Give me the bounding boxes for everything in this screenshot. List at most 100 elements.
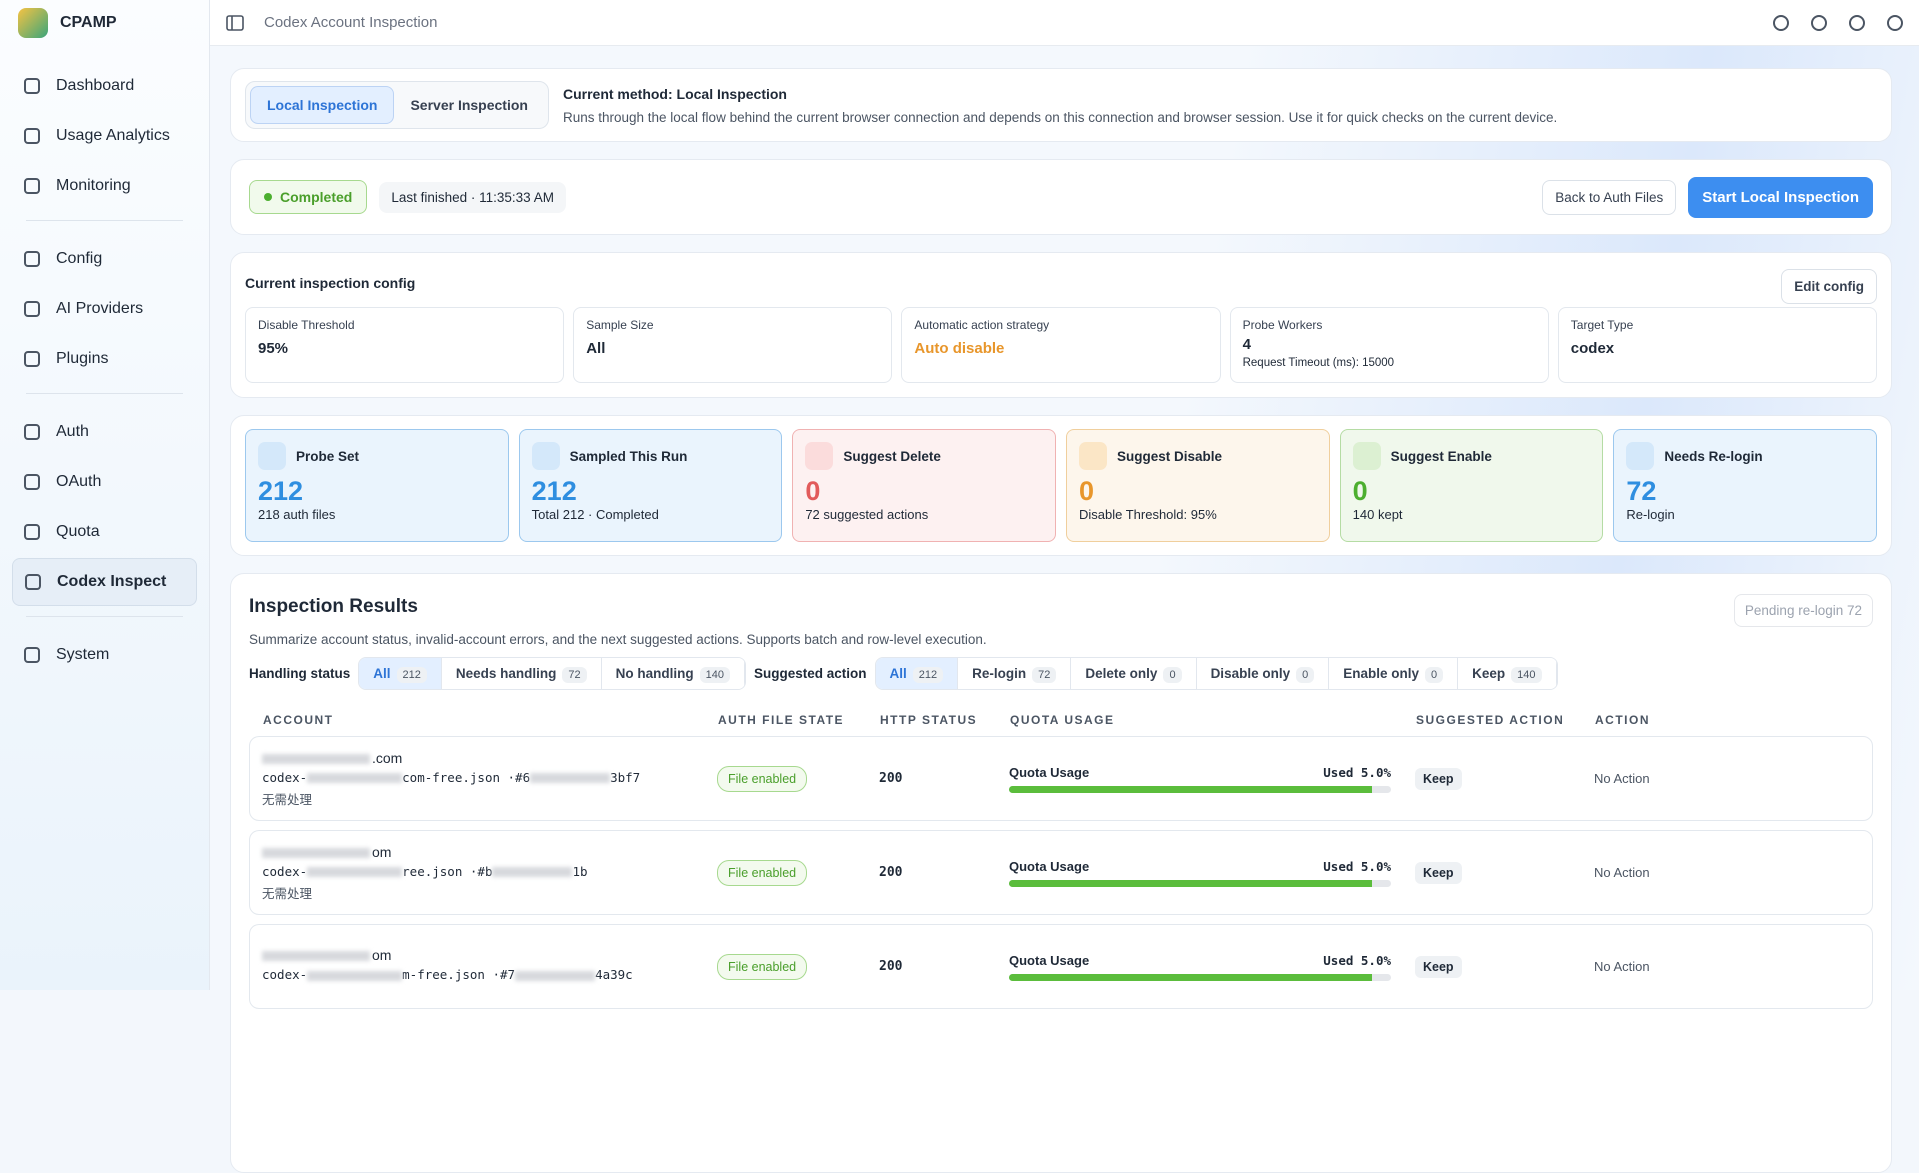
file-hash: 4a39c: [595, 967, 633, 982]
filter-option[interactable]: Delete only 0: [1071, 658, 1197, 689]
start-button[interactable]: Start Local Inspection: [1688, 176, 1873, 218]
handling-filter: All 212 Needs handling 72 No handling 140: [358, 657, 747, 690]
filter-option[interactable]: All 212: [875, 658, 959, 689]
config-label: Automatic action strategy: [914, 318, 1050, 332]
edit-config[interactable]: Edit config: [1781, 269, 1877, 304]
nav-item[interactable]: Config: [12, 235, 197, 283]
filter-option[interactable]: All 212: [359, 658, 442, 689]
filter-option[interactable]: Keep 140: [1458, 658, 1557, 689]
method-tabs: Local Inspection Server Inspection: [245, 81, 549, 129]
config-item: Sample Size All: [573, 307, 893, 383]
filter-count: 0: [1425, 667, 1444, 683]
language[interactable]: [1811, 14, 1827, 31]
last-finished: Last finished · 11:35:33 AM: [379, 181, 566, 213]
stat-head: Needs Re-login: [1626, 442, 1864, 470]
stat-value: 212: [258, 476, 304, 506]
filter-label: Needs handling: [455, 666, 557, 681]
filter-option[interactable]: Re-login 72: [958, 658, 1072, 689]
quota-label: Quota Usage: [1009, 858, 1090, 874]
account-cell: om codex-m-free.json ·#7 4a39c: [262, 947, 717, 986]
logout[interactable]: [1887, 14, 1903, 31]
table-row: om codex-ree.json ·#b 1b 无需处理 File enabled 20…: [249, 830, 1873, 915]
column-header: ACCOUNT: [263, 713, 334, 727]
nav-label: Codex Inspect: [57, 573, 167, 590]
filter-label: All: [889, 666, 907, 681]
config-item: Probe Workers 4 Request Timeout (ms): 1500…: [1229, 307, 1549, 383]
nav-icon: [24, 251, 40, 267]
row-action[interactable]: No Action: [1594, 865, 1650, 880]
config-label: Disable Threshold: [258, 318, 355, 332]
column-header: HTTP STATUS: [880, 713, 978, 727]
refresh[interactable]: [1773, 14, 1789, 31]
nav-item[interactable]: Plugins: [12, 335, 197, 383]
file-suffix: ree.json ·: [402, 863, 478, 879]
stat-card: Suggest Disable 0 Disable Threshold: 95%: [1065, 429, 1330, 542]
nav-item[interactable]: Auth: [12, 408, 197, 456]
nav-label: Usage Analytics: [56, 127, 170, 144]
stat-title: Probe Set: [296, 448, 360, 464]
row-action[interactable]: No Action: [1594, 771, 1650, 786]
filter-count: 212: [912, 667, 944, 683]
nav: Dashboard Usage Analytics Monitoring Config…: [0, 46, 209, 679]
stat-icon: [258, 442, 286, 470]
file-state: File enabled: [717, 953, 808, 980]
page: CPAMP Dashboard Usage Analytics Monitoring…: [0, 0, 1919, 990]
http-status: 200: [879, 865, 903, 880]
filter-option[interactable]: Needs handling 72: [441, 658, 602, 689]
stat-note: 218 auth files: [258, 507, 336, 522]
filter-label: All: [373, 666, 391, 681]
column-header: AUTH FILE STATE: [718, 713, 845, 727]
auth-file: codex-ree.json ·#b 1b: [262, 864, 717, 879]
filter-option[interactable]: No handling 140: [601, 658, 746, 689]
redacted: [262, 753, 370, 764]
quota-bar: [1009, 785, 1391, 793]
nav-item[interactable]: Codex Inspect: [12, 558, 197, 606]
nav-label: System: [56, 646, 110, 663]
filter-label: Suggested action: [754, 666, 867, 681]
filter-count: 0: [1163, 667, 1182, 683]
filter-option[interactable]: Enable only 0: [1329, 658, 1459, 689]
stat-title: Suggest Delete: [843, 448, 941, 464]
table-body: .com codex-com-free.json ·#6 3bf7 无需处理 File …: [249, 736, 1873, 1009]
nav-label: Monitoring: [56, 177, 131, 194]
stat-title: Suggest Enable: [1390, 448, 1492, 464]
file-prefix: codex-: [262, 967, 308, 982]
filter-label: Disable only: [1210, 666, 1291, 681]
nav-item[interactable]: Usage Analytics: [12, 112, 197, 160]
nav-item[interactable]: AI Providers: [12, 285, 197, 333]
page-title: Codex Account Inspection: [264, 14, 438, 31]
tab[interactable]: Server Inspection: [394, 86, 544, 124]
nav-item[interactable]: Dashboard: [12, 62, 197, 110]
nav-item[interactable]: System: [12, 631, 197, 679]
suggested-action: Keep: [1415, 861, 1462, 884]
redacted: [530, 773, 611, 783]
stat-title: Sampled This Run: [569, 448, 688, 464]
tab[interactable]: Local Inspection: [250, 86, 395, 124]
nav-icon: [24, 647, 40, 663]
quota-used: Used 5.0%: [1323, 952, 1391, 968]
stat-card: Needs Re-login 72 Re-login: [1613, 429, 1877, 542]
pending[interactable]: Pending re-login 72: [1733, 594, 1873, 627]
row-action[interactable]: No Action: [1594, 959, 1650, 974]
nav-item[interactable]: OAuth: [12, 458, 197, 506]
stat-value: 0: [805, 476, 821, 506]
nav-item[interactable]: Quota: [12, 508, 197, 556]
main: Local Inspection Server Inspection Curre…: [230, 46, 1892, 1173]
config-value: codex: [1570, 340, 1615, 357]
nav-divider: [26, 393, 183, 394]
back-button[interactable]: Back to Auth Files: [1542, 179, 1677, 215]
method-description: Runs through the local flow behind the c…: [562, 109, 1558, 125]
column-header: ACTION: [1595, 713, 1650, 727]
toggle-sidebar[interactable]: [226, 14, 244, 32]
theme[interactable]: [1849, 14, 1865, 31]
filter-option[interactable]: Disable only 0: [1196, 658, 1330, 689]
nav-icon: [24, 301, 40, 317]
config-value: 95%: [258, 340, 289, 357]
nav-item[interactable]: Monitoring: [12, 162, 197, 210]
stat-icon: [1352, 442, 1381, 470]
nav-label: AI Providers: [56, 300, 144, 317]
column-header: SUGGESTED ACTION: [1416, 713, 1565, 727]
nav-icon: [24, 128, 40, 144]
file-id: #6: [515, 769, 531, 785]
nav-label: Plugins: [56, 350, 109, 367]
